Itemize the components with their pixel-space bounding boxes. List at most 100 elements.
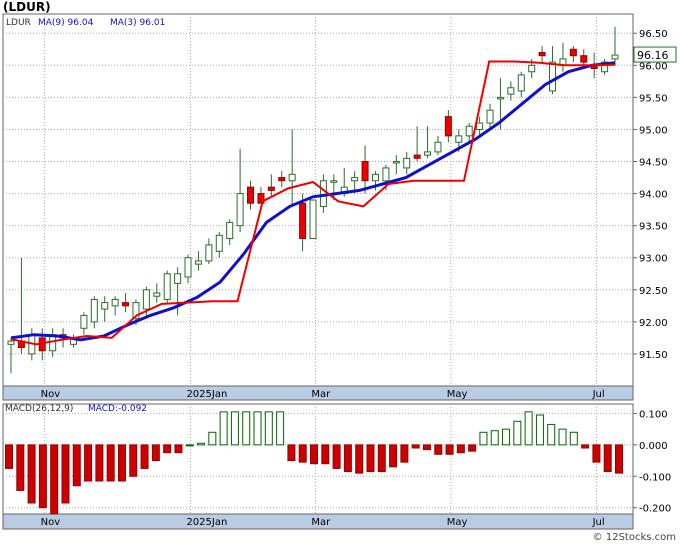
- macd-bar: [27, 444, 36, 504]
- candle-body: [580, 55, 588, 63]
- candle-body: [538, 51, 546, 57]
- price-date-axis-band: [2, 385, 634, 401]
- candle-body: [486, 109, 494, 124]
- ma-slow-line: [10, 60, 616, 346]
- candle-body: [299, 202, 307, 239]
- macd-bar: [208, 431, 217, 446]
- candle-body: [371, 173, 379, 182]
- macd-bar: [434, 444, 443, 455]
- macd-tick-label: 0.100: [639, 409, 668, 420]
- candle-body: [465, 125, 473, 137]
- candle-body: [476, 122, 484, 130]
- date-label-bottom: Nov: [41, 517, 61, 528]
- candle-body: [455, 135, 463, 143]
- last-price-label: 96.16: [637, 49, 669, 62]
- macd-bar: [332, 444, 341, 469]
- macd-bar: [129, 444, 138, 477]
- candle-body: [528, 64, 536, 73]
- macd-bar: [389, 444, 398, 468]
- macd-bar: [140, 444, 149, 469]
- macd-date-axis-band: [2, 513, 634, 530]
- macd-bar: [163, 444, 172, 454]
- candle-body: [101, 302, 109, 310]
- macd-bar: [264, 411, 273, 446]
- macd-bar: [558, 428, 567, 446]
- date-label-top: 2025Jan: [186, 389, 227, 400]
- macd-legend-value: MACD:-0.092: [88, 404, 147, 414]
- macd-bar: [151, 444, 160, 462]
- macd-bar: [581, 444, 590, 449]
- price-tick-label: 93.00: [639, 254, 668, 265]
- macd-bar: [513, 420, 522, 446]
- macd-bar: [95, 444, 104, 482]
- date-label-top: May: [447, 389, 468, 400]
- candle-body: [205, 244, 213, 262]
- candle-body: [215, 234, 223, 252]
- date-label-bottom: May: [447, 517, 468, 528]
- macd-bar: [615, 444, 623, 474]
- macd-bar: [490, 430, 499, 446]
- candle-body: [7, 340, 15, 345]
- candle-body: [153, 292, 161, 297]
- macd-bar: [411, 444, 420, 449]
- macd-bar: [84, 444, 93, 482]
- legend-ma-slow: MA(3) 96.01: [110, 18, 165, 28]
- price-tick-label: 95.50: [639, 93, 668, 104]
- macd-bar: [400, 444, 409, 463]
- macd-bar: [5, 444, 13, 469]
- macd-bar: [445, 444, 454, 455]
- last-price-badge: [633, 46, 677, 63]
- price-tick-label: 96.50: [639, 29, 668, 40]
- macd-bar: [16, 444, 25, 491]
- candle-body: [392, 161, 400, 164]
- macd-bar: [502, 428, 511, 446]
- candle-body: [257, 193, 265, 204]
- candle-body: [361, 161, 369, 182]
- candle-body: [122, 302, 130, 307]
- candle-body: [444, 116, 452, 137]
- macd-bar: [287, 444, 296, 462]
- macd-bar: [117, 444, 126, 482]
- price-tick-label: 94.50: [639, 158, 668, 169]
- legend-ticker: LDUR: [6, 18, 31, 28]
- candle-body: [267, 186, 275, 191]
- candle-body: [90, 298, 98, 323]
- date-label-top: Jul: [592, 389, 605, 400]
- candle-body: [226, 221, 234, 239]
- candle-body: [424, 151, 432, 156]
- candle-body: [434, 141, 442, 153]
- macd-bar: [321, 444, 330, 465]
- candle-body: [278, 177, 286, 182]
- macd-legend-label: MACD(26,12,9): [5, 404, 73, 414]
- candle-body: [403, 157, 411, 169]
- macd-bar: [185, 444, 194, 447]
- candle-body: [413, 154, 421, 159]
- candle-body: [351, 177, 359, 182]
- macd-bar: [569, 431, 578, 446]
- candle-body: [611, 54, 619, 60]
- candle-body: [184, 257, 192, 278]
- macd-bar: [456, 444, 465, 454]
- date-label-bottom: Mar: [311, 517, 331, 528]
- candle-body: [549, 61, 557, 92]
- macd-bar: [276, 411, 285, 446]
- candle-body: [236, 193, 244, 227]
- macd-bar: [524, 411, 533, 446]
- ma-fast-line: [10, 61, 616, 342]
- candle-body: [309, 199, 317, 239]
- macd-tick-label: 0.000: [639, 441, 668, 452]
- price-tick-label: 92.50: [639, 286, 668, 297]
- date-label-top: Nov: [41, 389, 61, 400]
- macd-bar: [174, 444, 183, 454]
- macd-bar: [377, 444, 386, 473]
- macd-bar: [106, 444, 115, 482]
- price-tick-label: 96.00: [639, 61, 668, 72]
- credit-text: © 12Stocks.com: [592, 532, 676, 543]
- candle-body: [174, 273, 182, 284]
- price-tick-label: 95.00: [639, 125, 668, 136]
- macd-bar: [253, 411, 262, 446]
- macd-bar: [355, 444, 364, 474]
- candle-body: [163, 273, 171, 300]
- macd-bar: [230, 411, 239, 446]
- candle-body: [142, 289, 150, 310]
